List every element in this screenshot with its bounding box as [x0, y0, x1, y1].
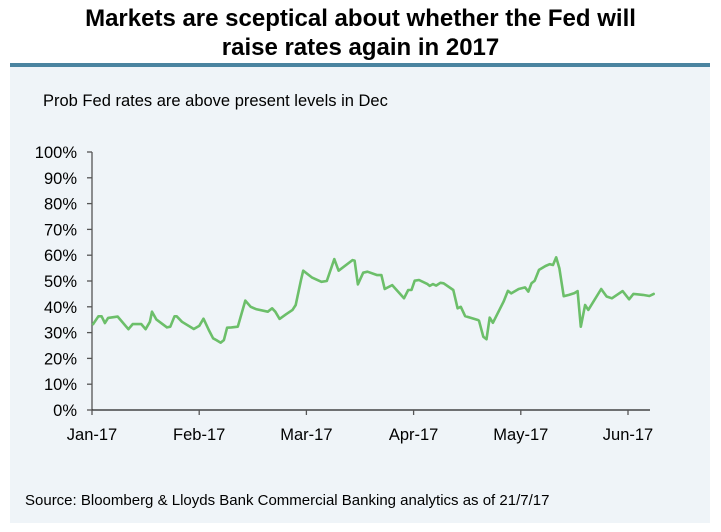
- x-tick-label: Feb-17: [173, 426, 225, 444]
- x-tick-label: Mar-17: [280, 426, 332, 444]
- x-tick-label: Apr-17: [389, 426, 439, 444]
- source-note: Source: Bloomberg & Lloyds Bank Commerci…: [25, 492, 550, 509]
- x-tick-label: May-17: [493, 426, 548, 444]
- x-axis: Jan-17 Feb-17 Mar-17 Apr-17 May-17 Jun-17: [67, 409, 653, 444]
- x-tick-label: Jun-17: [603, 426, 653, 444]
- y-tick-label: 0%: [53, 402, 77, 420]
- y-tick-label: 50%: [44, 273, 77, 291]
- y-tick-label: 70%: [44, 221, 77, 239]
- series-line: [91, 256, 655, 344]
- chart-panel: [10, 63, 710, 523]
- y-axis: 0% 10% 20% 30% 40% 50% 60% 70% 80% 90% 100%: [35, 144, 93, 420]
- y-tick-label: 40%: [44, 299, 77, 317]
- y-tick-label: 90%: [44, 170, 77, 188]
- chart-title-line-1: Markets are sceptical about whether the …: [85, 5, 636, 32]
- x-tick-label: Jan-17: [67, 426, 117, 444]
- chart-title-line-2: raise rates again in 2017: [221, 34, 500, 61]
- y-tick-label: 30%: [44, 325, 77, 343]
- chart-subtitle: Prob Fed rates are above present levels …: [43, 92, 388, 110]
- chart-title: Markets are sceptical about whether the …: [0, 4, 721, 62]
- series-group: [91, 256, 655, 344]
- y-tick-label: 10%: [44, 376, 77, 394]
- y-tick-label: 100%: [35, 144, 78, 162]
- y-tick-label: 20%: [44, 350, 77, 368]
- y-tick-label: 80%: [44, 196, 77, 214]
- y-tick-label: 60%: [44, 247, 77, 265]
